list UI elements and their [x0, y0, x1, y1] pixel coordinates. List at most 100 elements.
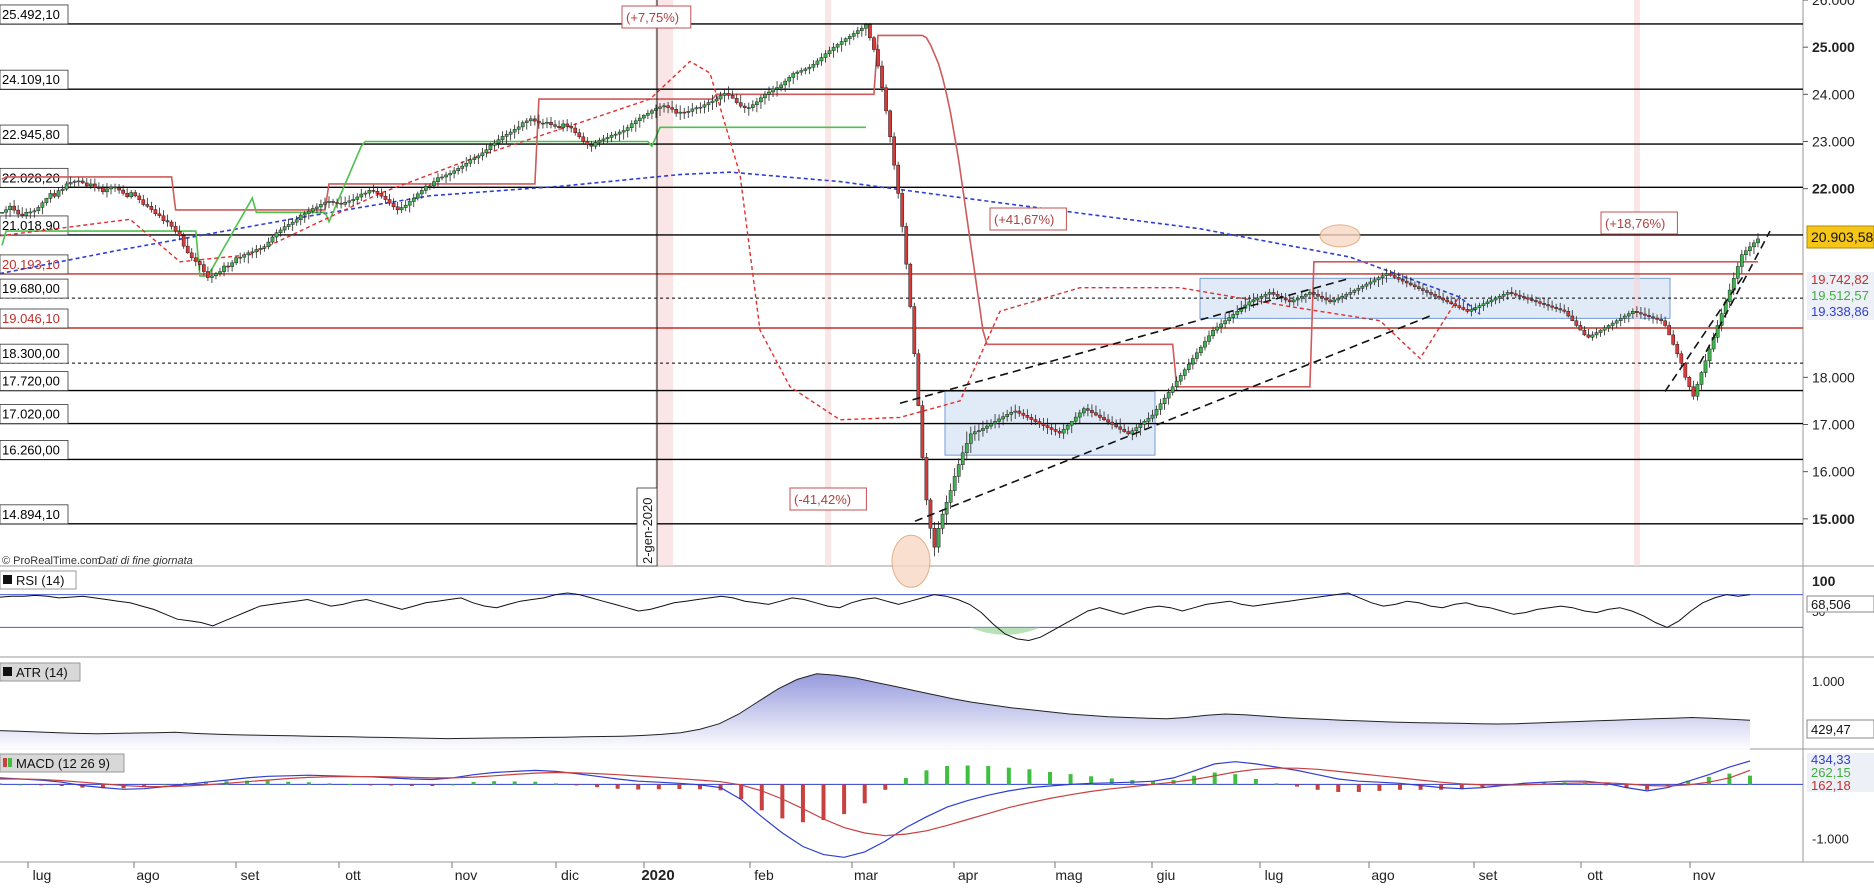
atr-area — [0, 673, 1750, 750]
candle — [169, 221, 174, 227]
candle — [1195, 352, 1199, 359]
candle — [1542, 302, 1546, 305]
candle — [997, 418, 1001, 422]
candle — [1485, 301, 1490, 305]
candle — [714, 98, 719, 102]
candle — [1735, 266, 1740, 279]
macd-histogram-bar — [1706, 776, 1711, 785]
macd-histogram-bar — [1274, 783, 1279, 785]
macd-value-label: 434,33 — [1811, 752, 1851, 767]
macd-histogram-bar — [245, 780, 250, 785]
candle — [1304, 294, 1308, 297]
candle — [601, 138, 606, 141]
ma-value-label: 19.742,82 — [1811, 272, 1869, 287]
level-label-box — [0, 167, 69, 188]
macd-histogram-bar — [883, 784, 888, 790]
candle — [1057, 431, 1062, 434]
candle — [1703, 360, 1708, 373]
candle — [432, 181, 436, 187]
macd-histogram-bar — [945, 766, 950, 785]
candle — [500, 136, 505, 140]
candle — [84, 182, 89, 187]
trend-line — [899, 277, 1351, 405]
candle — [1316, 294, 1320, 297]
candle — [258, 248, 263, 250]
candle — [1231, 314, 1236, 318]
macd-line — [0, 760, 1751, 858]
candle — [266, 241, 271, 247]
candle — [1421, 288, 1425, 291]
candle — [767, 91, 771, 95]
candle — [1291, 299, 1296, 303]
candle — [1667, 325, 1672, 336]
candle — [843, 38, 848, 42]
candle — [981, 428, 985, 431]
candle — [1211, 329, 1215, 337]
candle — [1675, 344, 1680, 355]
candle — [1118, 426, 1123, 430]
candle — [60, 188, 65, 191]
macd-histogram-bar — [842, 784, 847, 815]
level-label-box — [0, 69, 69, 90]
candle — [1005, 414, 1010, 417]
macd-histogram-bar — [759, 784, 764, 811]
candle — [1376, 277, 1381, 281]
macd-histogram-bar — [430, 784, 435, 787]
candle — [1752, 242, 1756, 248]
candle — [726, 93, 731, 96]
macd-histogram-bar — [574, 784, 579, 786]
candle — [343, 201, 347, 205]
atr-swatch — [3, 667, 12, 676]
macd-histogram-bar — [306, 782, 311, 785]
candle — [799, 70, 804, 73]
candle — [206, 271, 210, 278]
level-label-box — [0, 440, 69, 460]
candle — [424, 185, 428, 191]
candle — [1199, 346, 1203, 354]
candle — [97, 187, 101, 189]
candle — [1090, 410, 1094, 413]
candle — [1501, 294, 1506, 297]
macd-histogram-bar — [1624, 784, 1629, 789]
candle — [1618, 318, 1623, 321]
candle — [379, 193, 384, 197]
candle — [197, 261, 202, 265]
level-label: 17.020,00 — [2, 407, 60, 422]
candle — [989, 423, 993, 427]
macd-histogram-bar — [821, 784, 826, 821]
candle — [1691, 386, 1696, 397]
candle — [395, 206, 400, 211]
candle — [569, 126, 574, 129]
candle — [1388, 273, 1393, 276]
candle — [1465, 309, 1470, 312]
macd-histogram-bar — [1542, 782, 1547, 785]
candle — [1332, 299, 1336, 303]
rsi-value-label: 68,506 — [1811, 597, 1851, 612]
candle — [323, 202, 327, 205]
macd-histogram-bar — [1089, 776, 1094, 785]
candle — [1227, 317, 1232, 321]
macd-histogram-bar — [780, 784, 785, 819]
candle — [282, 226, 287, 231]
candle — [436, 177, 440, 182]
candle — [121, 189, 125, 194]
macd-histogram-bar — [1253, 779, 1258, 785]
candle — [1219, 323, 1223, 328]
candle — [161, 215, 166, 221]
macd-value-flag — [1807, 779, 1874, 792]
candle — [310, 208, 315, 212]
candle — [549, 121, 553, 125]
candle — [1126, 431, 1131, 435]
level-label: 22.028,20 — [2, 170, 60, 185]
atr-label-box — [0, 662, 81, 682]
last-price-flag — [1806, 225, 1874, 249]
percent-annotation: (-41,42%) — [794, 492, 851, 507]
candle — [912, 306, 917, 355]
candle — [141, 199, 146, 205]
candle — [319, 204, 323, 208]
x-axis-label: giu — [1157, 867, 1176, 883]
candle — [1069, 420, 1074, 426]
last-price-label: 20.903,58 — [1811, 229, 1873, 245]
x-axis-label: lug — [33, 867, 52, 883]
axis-tick-label: 16.000 — [1812, 464, 1855, 480]
